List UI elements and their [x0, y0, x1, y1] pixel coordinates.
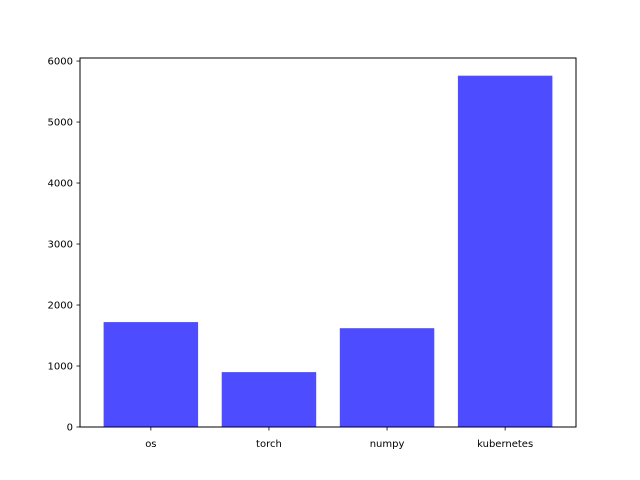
bar-kubernetes	[457, 75, 553, 427]
y-tick-label: 4000	[48, 179, 73, 190]
y-tick-label: 1000	[48, 362, 73, 373]
y-tick-label: 5000	[48, 118, 73, 129]
bar-torch	[221, 372, 317, 427]
bars-layer	[103, 75, 553, 427]
y-tick-label: 0	[67, 423, 73, 434]
bar-numpy	[339, 328, 435, 427]
bar-os	[103, 322, 199, 427]
y-axis: 0 1000 2000 3000 4000 5000 6000	[48, 57, 80, 434]
y-tick-label: 2000	[48, 301, 73, 312]
x-tick-label: numpy	[370, 439, 405, 450]
x-tick-label: torch	[256, 439, 282, 450]
x-tick-label: os	[145, 439, 156, 450]
y-tick-label: 3000	[48, 240, 73, 251]
y-tick-label: 6000	[48, 57, 73, 68]
x-axis: os torch numpy kubernetes	[145, 427, 533, 450]
plot-frame	[79, 57, 577, 428]
x-tick-label: kubernetes	[477, 439, 533, 450]
